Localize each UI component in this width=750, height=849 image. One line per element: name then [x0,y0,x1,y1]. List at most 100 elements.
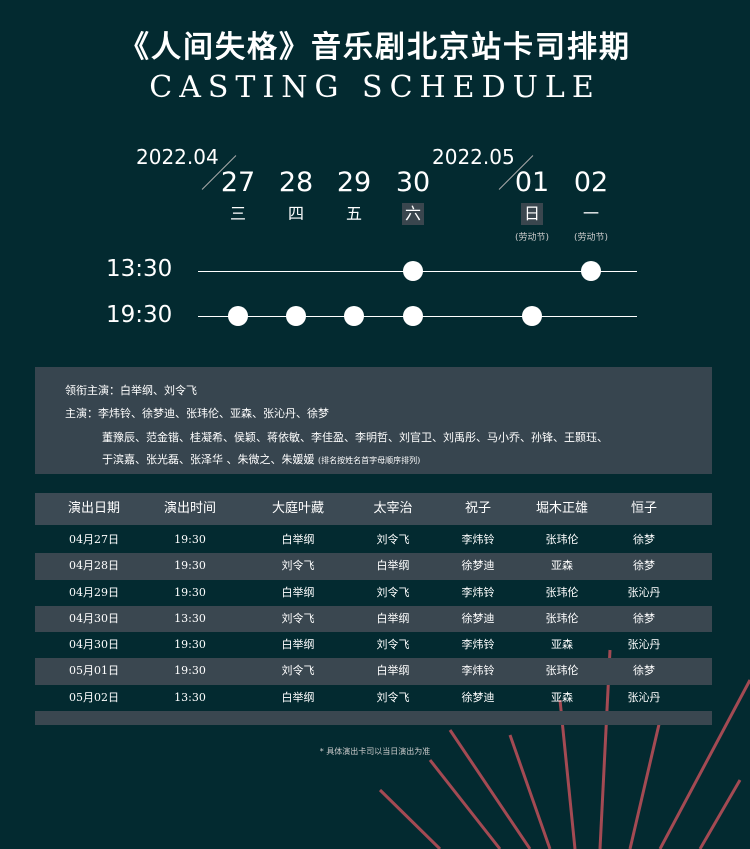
table-cell: 白举纲 [376,611,410,625]
table-row: 04月28日 19:30 刘令飞 白举纲 徐梦迪 亚森 徐梦 [35,553,712,580]
table-cell: 白举纲 [376,664,410,678]
table-cell: 13:30 [174,690,206,704]
ensemble-cast: 董豫辰、范金锴、桂凝希、侯颖、蒋依敏、李佳盈、李明哲、刘官卫、刘禹彤、马小乔、孙… [102,431,608,444]
table-cell: 04月27日 [69,533,119,546]
show-dot [286,306,306,326]
ensemble-cast: 于滨嘉、张光磊、张泽华 、朱微之、朱媛媛 (排名按姓名首字母顺序排列) [102,451,420,467]
time-label: 19:30 [106,302,173,328]
table-cell: 亚森 [551,638,573,652]
table-cell: 徐梦 [633,559,655,573]
weekday-label: 六 [402,203,424,225]
table-cell: 徐梦 [633,533,655,546]
table-cell: 04月28日 [69,559,119,573]
show-dot [403,306,423,326]
table-cell: 李炜铃 [461,638,495,652]
day-number: 01 [514,167,550,198]
show-dot [403,261,423,281]
column-header: 演出时间 [163,501,216,516]
month-label: 2022.04 [136,145,219,169]
table-row: 05月02日 13:30 白举纲 刘令飞 徐梦迪 亚森 张沁丹 [35,685,712,711]
table-cell: 张玮伦 [545,533,579,546]
table-cell: 李炜铃 [461,664,495,678]
table-cell: 刘令飞 [376,638,410,652]
show-dot [344,306,364,326]
table-row: 04月29日 19:30 白举纲 刘令飞 李炜铃 张玮伦 张沁丹 [35,580,712,606]
table-cell: 19:30 [174,664,206,678]
column-header: 大庭叶藏 [271,501,324,516]
table-cell: 刘令飞 [281,664,315,678]
column-header: 堀木正雄 [535,501,588,516]
table-footer-strip [35,711,712,726]
table-cell: 张沁丹 [627,585,661,599]
order-note: (排名按姓名首字母顺序排列) [318,456,421,465]
table-cell: 白举纲 [281,690,315,704]
day-number: 29 [336,167,372,198]
table-cell: 13:30 [174,611,206,625]
table-header: 演出日期 演出时间 大庭叶藏 太宰治 祝子 堀木正雄 恒子 [35,493,712,525]
table-cell: 徐梦 [633,611,655,625]
cast-panel: 领衔主演：白举纲、刘令飞 主演：李炜铃、徐梦迪、张玮伦、亚森、张沁丹、徐梦 董豫… [35,367,712,474]
table-row: 04月27日 19:30 白举纲 刘令飞 李炜铃 张玮伦 徐梦 [35,527,712,553]
weekday-label: 日 [521,203,543,225]
table-row: 04月30日 13:30 刘令飞 白举纲 徐梦迪 张玮伦 徐梦 [35,605,712,633]
table-cell: 刘令飞 [281,611,315,625]
table-cell: 刘令飞 [376,690,410,704]
holiday-note: (劳动节) [514,233,550,243]
table-cell: 19:30 [174,585,206,599]
table-cell: 张玮伦 [545,585,579,599]
table-cell: 白举纲 [376,559,410,573]
table-cell: 05月02日 [69,690,119,704]
weekday-label: 五 [345,204,362,223]
table-cell: 04月30日 [69,611,119,625]
table-cell: 亚森 [551,559,573,573]
table-cell: 徐梦迪 [461,611,495,625]
show-dot [228,306,248,326]
holiday-note: (劳动节) [573,233,609,243]
weekday-label: 一 [582,204,599,223]
lead-cast: 领衔主演：白举纲、刘令飞 [65,384,197,397]
footnote: * 具体演出卡司以当日演出为准 [319,747,431,756]
table-row: 05月01日 19:30 刘令飞 白举纲 李炜铃 张玮伦 徐梦 [35,658,712,685]
column-header: 祝子 [464,501,491,516]
day-number: 28 [278,167,314,198]
table-cell: 刘令飞 [376,585,410,599]
table-cell: 张玮伦 [545,664,579,678]
table-cell: 张沁丹 [627,638,661,652]
table-cell: 刘令飞 [376,533,410,546]
table-cell: 19:30 [174,638,206,652]
show-dot [522,306,542,326]
table-row: 04月30日 19:30 白举纲 刘令飞 李炜铃 亚森 张沁丹 [35,632,712,658]
month-label: 2022.05 [432,145,515,169]
table-cell: 04月29日 [69,585,119,599]
table-cell: 04月30日 [69,638,119,652]
table-cell: 张玮伦 [545,611,579,625]
schedule-table: 演出日期 演出时间 大庭叶藏 太宰治 祝子 堀木正雄 恒子 04月27日 19:30 白举纲 刘令飞… [35,493,712,726]
day-number: 02 [573,167,609,198]
column-header: 恒子 [630,501,657,516]
table-cell: 徐梦迪 [461,690,495,704]
table-cell: 19:30 [174,533,206,546]
table-cell: 白举纲 [281,533,315,546]
day-number: 27 [220,167,256,198]
main-cast: 主演：李炜铃、徐梦迪、张玮伦、亚森、张沁丹、徐梦 [65,407,329,420]
column-header: 太宰治 [373,501,413,516]
day-number: 30 [395,167,431,198]
table-cell: 李炜铃 [461,533,495,546]
page-title: 《人间失格》音乐剧北京站卡司排期 [119,30,631,65]
page-subtitle: CASTING SCHEDULE [149,70,601,105]
weekday-label: 三 [229,204,246,223]
time-label: 13:30 [106,256,173,282]
table-cell: 张沁丹 [627,690,661,704]
table-cell: 白举纲 [281,638,315,652]
weekday-label: 四 [287,204,304,223]
show-dot [581,261,601,281]
table-cell: 亚森 [551,690,573,704]
table-cell: 19:30 [174,559,206,573]
table-cell: 徐梦 [633,664,655,678]
column-header: 演出日期 [67,501,120,516]
table-cell: 徐梦迪 [461,559,495,573]
table-cell: 白举纲 [281,585,315,599]
table-cell: 李炜铃 [461,585,495,599]
table-cell: 刘令飞 [281,559,315,573]
